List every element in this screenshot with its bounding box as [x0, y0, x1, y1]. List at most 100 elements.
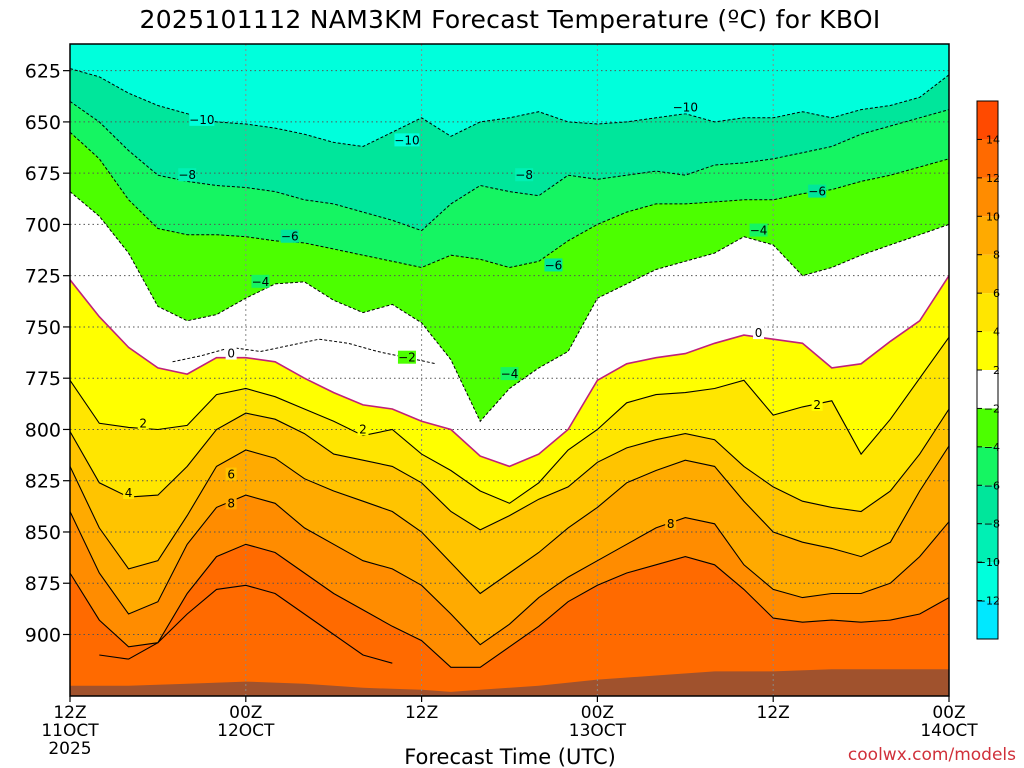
contour-label: 2 [813, 398, 821, 412]
contour-label-bg [672, 100, 698, 114]
contour-label-bg [665, 516, 677, 530]
x-tick-label: 12Z [757, 703, 790, 723]
contour-line-minus10 [70, 68, 949, 148]
contour-label: −10 [189, 113, 214, 127]
colorbar-tick-label: 2 [993, 364, 1000, 377]
colorbar-swatch [977, 254, 998, 294]
contour-label-bg [753, 326, 765, 340]
contour-label: −2 [398, 351, 416, 365]
colorbar-tick-label: −6 [984, 479, 1000, 492]
contour-line-minus4 [70, 191, 949, 423]
x-tick-label: 00Z [932, 703, 965, 723]
contour-label-bg [500, 367, 519, 381]
colorbar-swatch [977, 485, 998, 524]
contour-label-bg [749, 223, 768, 237]
colorbar-swatch [977, 523, 998, 563]
y-tick-label: 650 [25, 112, 61, 134]
contour-label-bg [178, 168, 197, 182]
contour-label: −10 [673, 101, 698, 115]
colorbar-swatch [977, 216, 998, 255]
colorbar-tick-label: −8 [984, 518, 1000, 531]
contour-label-bg [137, 416, 149, 430]
y-tick-label: 900 [25, 624, 61, 646]
colorbar-swatch [977, 293, 998, 332]
colorbar-tick-label: 8 [993, 249, 1000, 262]
contour-label-bg [811, 397, 823, 411]
contour-label-bg [225, 467, 237, 481]
y-tick-label: 850 [25, 522, 61, 544]
contour-line-6 [70, 445, 949, 595]
contour-label-bg [394, 133, 420, 147]
contour-label-bg [251, 274, 270, 288]
y-tick-label: 750 [25, 317, 61, 339]
y-tick-label: 800 [25, 419, 61, 441]
contour-label-bg [357, 422, 369, 436]
colorbar-swatch [977, 408, 998, 447]
contour-label: −4 [501, 367, 519, 381]
y-tick-label: 725 [25, 266, 61, 288]
x-tick-label: 14OCT [920, 721, 978, 741]
colorbar-tick-label: −10 [977, 556, 1000, 569]
contour-label: −8 [515, 168, 533, 182]
contour-label: −6 [545, 258, 563, 272]
colorbar-tick-label: 4 [993, 326, 1000, 339]
contour-label-bg [225, 496, 237, 510]
contour-label: 0 [755, 326, 763, 340]
plot-area [70, 44, 949, 696]
contour-label: 8 [227, 496, 235, 510]
colorbar-swatch [977, 562, 998, 601]
colorbar-tick-label: 12 [986, 172, 1000, 185]
plot-frame [69, 43, 950, 697]
colorbar-tick-label: −2 [984, 402, 1000, 415]
contour-label: −4 [750, 224, 768, 238]
x-axis-label: Forecast Time (UTC) [404, 745, 616, 768]
x-tick-label: 00Z [581, 703, 614, 723]
contour-line-10 [70, 543, 949, 668]
contour-label: −10 [394, 133, 419, 147]
colorbar-swatch [977, 600, 998, 639]
y-tick-label: 775 [25, 368, 61, 390]
contour-label: −6 [808, 185, 826, 199]
contour-label: 2 [139, 416, 147, 430]
ground-terrain [70, 669, 949, 696]
y-tick-label: 700 [25, 214, 61, 236]
colorbar-tick-label: 10 [986, 210, 1000, 223]
contour-line-minus2 [172, 338, 437, 365]
contour-label: 2 [359, 422, 367, 436]
colorbar-tick-label: 6 [993, 287, 1000, 300]
contour-labels: −10 −10 −10 −8 −8 −6 −6 −6 −4 −4 −4 −2 0 0 2 2 2 4 6 8 8 [123, 100, 827, 531]
y-axis: 625 650 675 700 725 750 775 800 825 850 875 900 [25, 61, 70, 646]
colorbar-swatch [977, 139, 998, 178]
contour-line-minus6 [70, 131, 949, 269]
x-tick-label: 12Z [405, 703, 438, 723]
contour-label: −6 [281, 230, 299, 244]
credit-text: coolwx.com/models [848, 745, 1016, 765]
contour-line-2 [70, 336, 949, 504]
contour-line-8 [70, 494, 949, 646]
contour-label-bg [189, 112, 215, 126]
y-tick-label: 825 [25, 471, 61, 493]
colorbar-tick-label: 14 [986, 133, 1000, 146]
colorbar-swatch [977, 177, 998, 217]
contour-line-0 [70, 275, 949, 468]
contour-label-bg [544, 258, 563, 272]
contour-label-bg [808, 184, 827, 198]
x-tick-label: 2025 [48, 739, 91, 759]
contour-label: −4 [252, 275, 270, 289]
colorbar-swatch [977, 446, 998, 486]
contour-label: 0 [227, 347, 235, 361]
x-tick-label: 12Z [53, 703, 86, 723]
contour-label: −8 [178, 168, 196, 182]
x-tick-label: 12OCT [217, 721, 275, 741]
chart-title: 2025101112 NAM3KM Forecast Temperature (… [139, 5, 880, 34]
colorbar-tick-label: −4 [984, 441, 1000, 454]
x-tick-label: 13OCT [569, 721, 627, 741]
x-tick-label: 11OCT [41, 721, 99, 741]
band-fill-cold-1 [70, 44, 949, 147]
contour-line-12 [99, 584, 393, 664]
contour-label: 6 [227, 468, 235, 482]
y-tick-label: 625 [25, 61, 61, 83]
contour-label-bg [397, 350, 416, 364]
contour-label-bg [123, 486, 135, 500]
